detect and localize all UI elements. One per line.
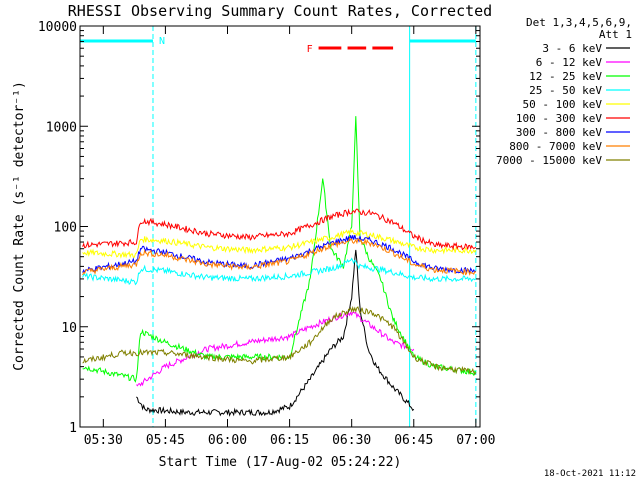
legend-label: 300 - 800 keV [516,126,602,139]
legend-label: 12 - 25 keV [529,70,602,83]
series-line-2 [82,116,477,383]
x-tick-label: 06:15 [270,433,309,448]
y-tick-label: 100 [54,221,77,236]
series-line-3 [82,257,477,286]
legend-label: 7000 - 15000 keV [496,154,602,167]
plot-frame [79,25,481,428]
chart-title: RHESSI Observing Summary Count Rates, Co… [68,2,492,20]
legend-label: 6 - 12 keV [536,56,603,69]
series-line-0 [136,249,415,417]
flare-label: F [307,44,313,55]
legend-label: 25 - 50 keV [529,84,602,97]
x-tick-label: 05:45 [146,433,185,448]
x-tick-label: 05:30 [84,433,123,448]
x-tick-label: 06:30 [332,433,371,448]
series-line-1 [136,311,415,387]
legend-label: 800 - 7000 keV [509,140,602,153]
night-label: N [159,36,165,47]
series-line-5 [82,208,477,251]
x-tick-label: 07:00 [456,433,495,448]
series-line-8 [82,305,477,376]
x-tick-label: 06:45 [394,433,433,448]
series-layer [82,116,477,417]
legend-label: 3 - 6 keV [542,42,602,55]
series-line-7 [82,237,477,276]
series-line-4 [82,228,477,259]
y-axis-label: Corrected Count Rate (s⁻¹ detector⁻¹) [12,81,27,371]
x-tick-label: 06:00 [208,433,247,448]
x-axis-label: Start Time (17-Aug-02 05:24:22) [159,455,402,470]
legend-label: 50 - 100 keV [523,98,603,111]
y-tick-label: 10000 [38,20,77,35]
footer-date: 18-Oct-2021 11:12 [544,469,636,479]
legend-label: 100 - 300 keV [516,112,602,125]
y-tick-label: 10 [61,321,77,336]
legend-header: Det 1,3,4,5,6,9, [526,16,632,29]
y-tick-label: 1 [69,421,77,436]
y-tick-label: 1000 [46,120,77,135]
legend-header: Att 1 [599,28,632,41]
